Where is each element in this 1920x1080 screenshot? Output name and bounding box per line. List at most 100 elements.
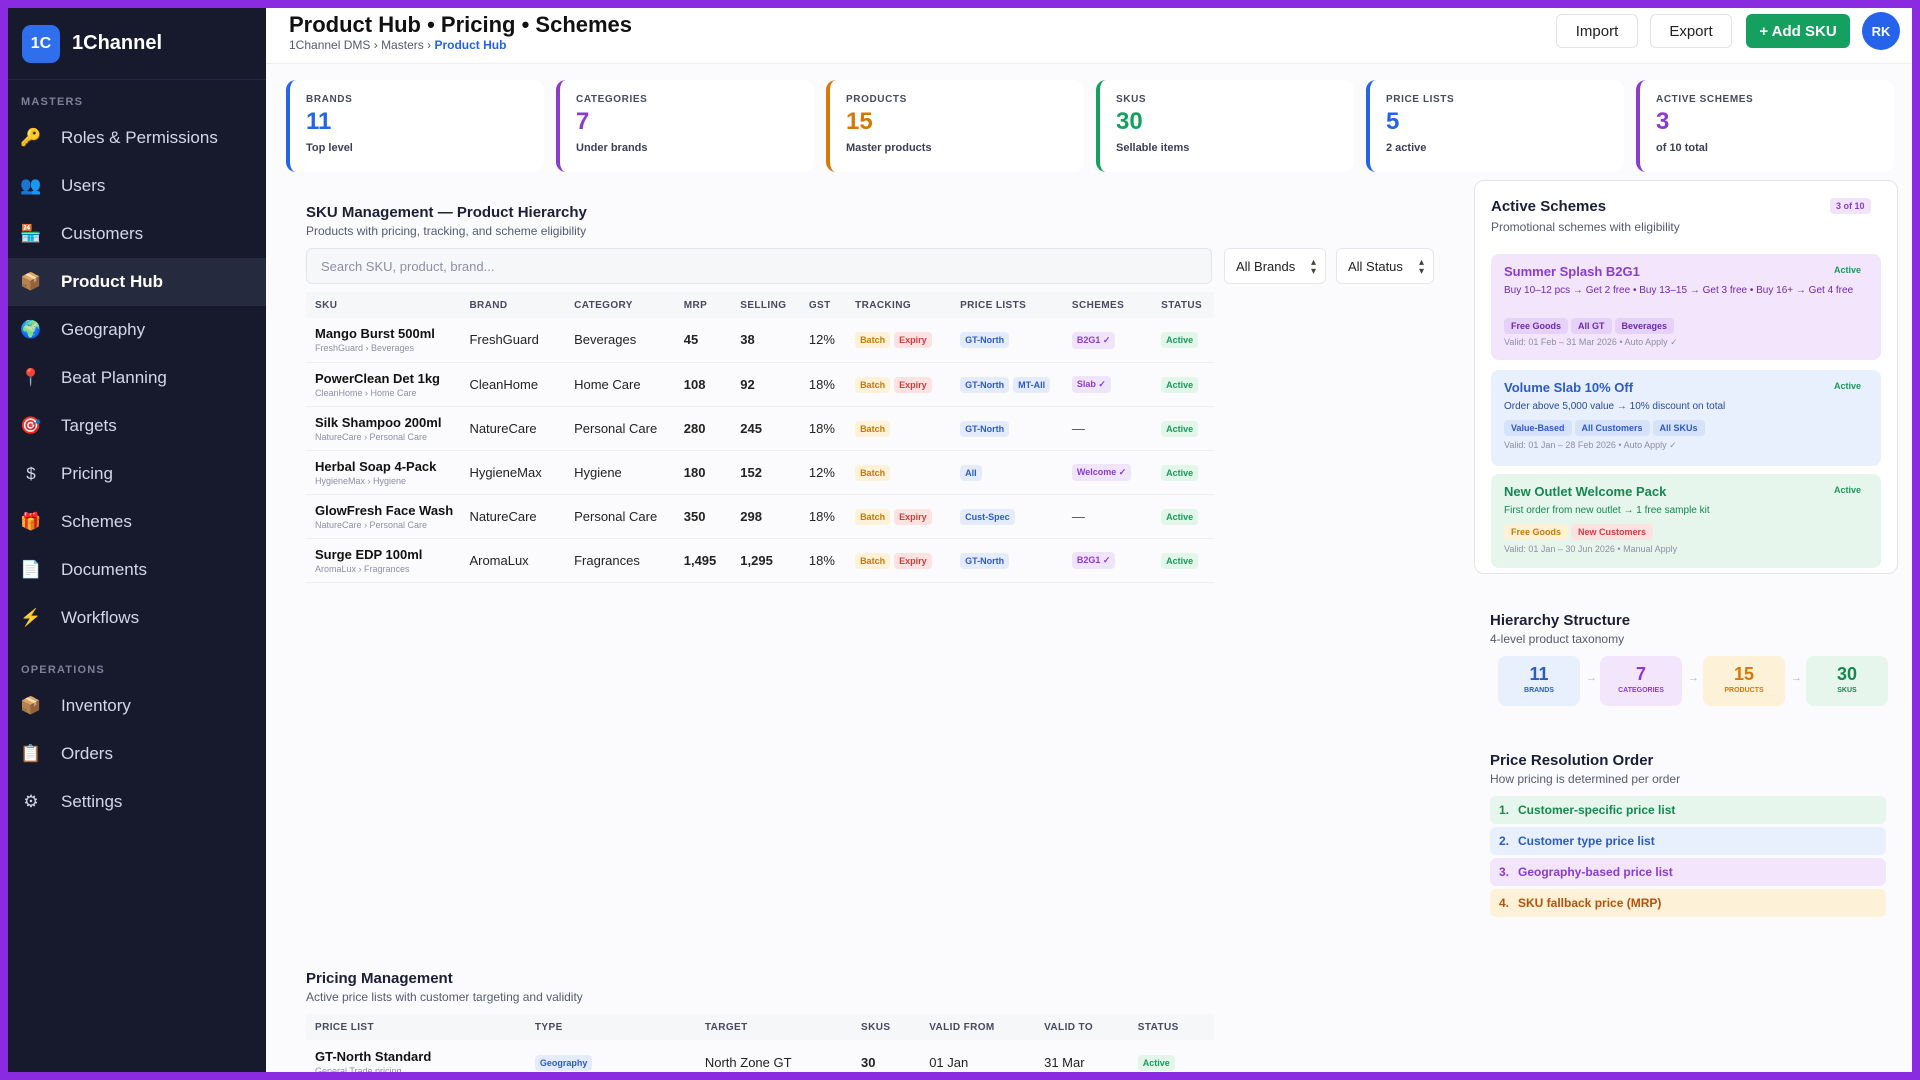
selling-cell: 38	[731, 318, 800, 363]
sidebar-item-product-hub[interactable]: 📦 Product Hub	[8, 258, 266, 306]
price-list-name: GT-North Standard	[315, 1048, 432, 1064]
table-row[interactable]: GT-North Standard General Trade pricing Ge…	[306, 1040, 1214, 1072]
app-window: 1C 1Channel MASTERS 🔑 Roles & Permissions…	[8, 8, 1912, 1072]
target-cell: North Zone GT	[704, 1054, 792, 1070]
sku-cell: Silk Shampoo 200ml NatureCare › Personal …	[306, 406, 461, 451]
step-label: Geography-based price list	[1518, 865, 1673, 879]
breadcrumb-dms[interactable]: 1Channel DMS	[289, 38, 371, 52]
sku-name: Surge EDP 100ml	[315, 546, 423, 562]
hierarchy-title: Hierarchy Structure	[1490, 612, 1631, 629]
status-cell: Active	[1152, 318, 1214, 363]
gst-cell: 12%	[799, 450, 847, 495]
tracking-tag: Batch	[855, 420, 891, 437]
gst-cell: 18%	[799, 406, 847, 451]
scheme-title: Volume Slab 10% Off	[1504, 380, 1634, 395]
mrp-cell: 350	[674, 494, 732, 539]
tracking-tag: Expiry	[894, 552, 932, 569]
brand-filter-select[interactable]: All Brands ▴ ▾	[1224, 248, 1326, 284]
column-header-type: TYPE	[525, 1014, 696, 1040]
table-row[interactable]: PowerClean Det 1kg CleanHome › Home Care C…	[306, 362, 1214, 407]
status-cell: Active	[1152, 538, 1214, 583]
sidebar-item-schemes[interactable]: 🎁 Schemes	[8, 498, 266, 546]
status-cell: Active	[1129, 1040, 1214, 1072]
sidebar-item-workflows[interactable]: ⚡ Workflows	[8, 594, 266, 642]
sku-path: AromaLux › Fragrances	[315, 563, 410, 574]
sku-cell: Mango Burst 500ml FreshGuard › Beverages	[306, 318, 461, 363]
table-row[interactable]: Herbal Soap 4-Pack HygieneMax › Hygiene Hy…	[306, 450, 1214, 495]
scheme-tag: —	[1071, 508, 1085, 524]
hierarchy-box-skus: 30 SKUS	[1806, 656, 1888, 706]
sidebar-item-documents[interactable]: 📄 Documents	[8, 546, 266, 594]
pricing-table: PRICE LIST TYPE TARGET SKUS VALID FROM VALID …	[306, 1014, 1214, 1072]
table-row[interactable]: Silk Shampoo 200ml NatureCare › Personal …	[306, 406, 1214, 451]
step-label: Customer type price list	[1518, 834, 1655, 848]
documents-icon: 📄	[20, 560, 42, 579]
import-button[interactable]: Import	[1556, 14, 1638, 48]
selling-cell: 245	[731, 406, 800, 451]
sidebar-item-label: Workflows	[61, 608, 140, 627]
breadcrumb-masters[interactable]: Masters	[381, 38, 424, 52]
tracking-cell: Batch Expiry	[846, 362, 952, 407]
schemes-icon: 🎁	[20, 512, 42, 531]
sidebar-item-beat-planning[interactable]: 📍 Beat Planning	[8, 354, 266, 402]
sku-path: NatureCare › Personal Care	[315, 431, 428, 442]
sidebar-item-label: Beat Planning	[61, 368, 167, 387]
targets-icon: 🎯	[20, 416, 42, 435]
stat-value: 15	[846, 108, 873, 135]
sidebar-item-label: Users	[61, 176, 106, 195]
price-list-cell: GT-North Standard General Trade pricing	[306, 1040, 526, 1073]
mrp-cell: 108	[674, 362, 732, 407]
stat-subtext: Sellable items	[1116, 142, 1190, 154]
status-badge: Active	[1137, 1054, 1175, 1071]
hierarchy-label: PRODUCTS	[1724, 687, 1764, 694]
scheme-tag: Welcome ✓	[1071, 464, 1132, 481]
table-row[interactable]: Surge EDP 100ml AromaLux › Fragrances Arom…	[306, 538, 1214, 583]
price-list-tag: GT-North	[960, 552, 1010, 569]
scheme-card-new-outlet-welcome-pack[interactable]: New Outlet Welcome Pack Active First order…	[1491, 474, 1881, 568]
status-filter-select[interactable]: All Status ▴ ▾	[1336, 248, 1434, 284]
sidebar-item-roles-permissions[interactable]: 🔑 Roles & Permissions	[8, 114, 266, 162]
breadcrumb-separator: ›	[427, 38, 432, 52]
scheme-status: Active	[1833, 265, 1861, 275]
status-badge: Active	[1161, 420, 1199, 437]
brand-cell: CleanHome	[460, 362, 566, 407]
sidebar-item-users[interactable]: 👥 Users	[8, 162, 266, 210]
sidebar-item-label: Settings	[61, 792, 123, 811]
active-schemes-subtitle: Promotional schemes with eligibility	[1491, 220, 1680, 234]
sidebar-item-inventory[interactable]: 📦 Inventory	[8, 682, 266, 730]
hierarchy-label: BRANDS	[1524, 687, 1554, 694]
column-header-brand: BRAND	[460, 292, 566, 318]
valid-to-cell: 31 Mar	[1044, 1054, 1085, 1070]
scheme-card-volume-slab-10-off[interactable]: Volume Slab 10% Off Active Order above 5,0…	[1491, 370, 1881, 466]
scheme-tag: Value-Based	[1504, 420, 1572, 436]
pricing-icon: $	[26, 464, 36, 483]
tracking-tag: Batch	[855, 508, 891, 525]
mrp-cell: 180	[674, 450, 732, 495]
sidebar-item-label: Roles & Permissions	[61, 128, 218, 147]
schemes-cell: —	[1062, 494, 1153, 539]
sidebar: 1C 1Channel MASTERS 🔑 Roles & Permissions…	[8, 8, 266, 1072]
add-sku-button[interactable]: + Add SKU	[1746, 14, 1850, 48]
sidebar-item-customers[interactable]: 🏪 Customers	[8, 210, 266, 258]
sidebar-item-settings[interactable]: ⚙ Settings	[8, 778, 266, 826]
sidebar-item-targets[interactable]: 🎯 Targets	[8, 402, 266, 450]
tracking-cell: Batch Expiry	[846, 318, 952, 363]
table-row[interactable]: GlowFresh Face Wash NatureCare › Personal…	[306, 494, 1214, 539]
stat-card-price-lists: PRICE LISTS 5 2 active	[1366, 80, 1624, 172]
selling-cell: 92	[731, 362, 800, 407]
app-logo: 1C	[22, 24, 60, 63]
sidebar-item-pricing[interactable]: $ Pricing	[8, 450, 266, 498]
customers-icon: 🏪	[20, 224, 42, 243]
table-row[interactable]: Mango Burst 500ml FreshGuard › Beverages F…	[306, 318, 1214, 363]
scheme-card-summer-splash-b2g1[interactable]: Summer Splash B2G1 Active Buy 10–12 pcs → …	[1491, 254, 1881, 360]
sidebar-item-geography[interactable]: 🌍 Geography	[8, 306, 266, 354]
scheme-tag: Slab ✓	[1071, 376, 1111, 393]
status-cell: Active	[1152, 362, 1214, 407]
chevron-updown-icon: ▴ ▾	[1310, 257, 1316, 277]
export-button[interactable]: Export	[1650, 14, 1732, 48]
gst-cell: 18%	[799, 538, 847, 583]
sidebar-item-orders[interactable]: 📋 Orders	[8, 730, 266, 778]
sidebar-item-label: Customers	[61, 224, 144, 243]
avatar[interactable]: RK	[1862, 12, 1900, 50]
sku-search-input[interactable]: Search SKU, product, brand...	[306, 248, 1212, 284]
